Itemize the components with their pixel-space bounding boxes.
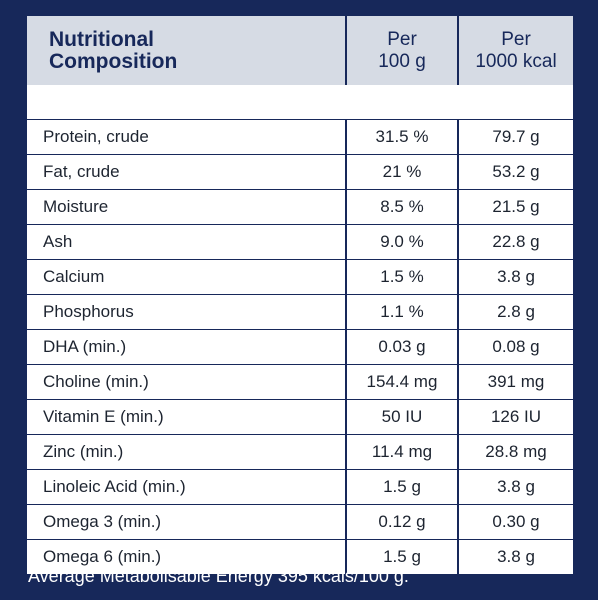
value-per-100g: 31.5 % bbox=[346, 119, 459, 155]
value-per-1000kcal: 79.7 g bbox=[458, 119, 573, 155]
value-per-1000kcal: 2.8 g bbox=[458, 294, 573, 330]
table-row: Phosphorus 1.1 % 2.8 g bbox=[27, 294, 573, 330]
value-per-100g: 11.4 mg bbox=[346, 434, 459, 470]
table-row: Vitamin E (min.) 50 IU 126 IU bbox=[27, 399, 573, 435]
table-row: Protein, crude 31.5 % 79.7 g bbox=[27, 119, 573, 155]
nutrient-name: Ash bbox=[27, 224, 347, 260]
value-per-100g: 1.5 g bbox=[346, 539, 459, 574]
value-per-1000kcal: 0.30 g bbox=[458, 504, 573, 540]
nutrient-name: Moisture bbox=[27, 189, 347, 225]
table-row: Moisture 8.5 % 21.5 g bbox=[27, 189, 573, 225]
nutrient-name: Omega 6 (min.) bbox=[27, 539, 347, 574]
value-per-1000kcal: 21.5 g bbox=[458, 189, 573, 225]
value-per-1000kcal: 126 IU bbox=[458, 399, 573, 435]
value-per-1000kcal: 391 mg bbox=[458, 364, 573, 400]
table-row: Zinc (min.) 11.4 mg 28.8 mg bbox=[27, 434, 573, 470]
nutrient-name: Linoleic Acid (min.) bbox=[27, 469, 347, 505]
header-col2-line1: Per bbox=[387, 28, 417, 50]
table-row: Fat, crude 21 % 53.2 g bbox=[27, 154, 573, 190]
table-row: DHA (min.) 0.03 g 0.08 g bbox=[27, 329, 573, 365]
table-row: Ash 9.0 % 22.8 g bbox=[27, 224, 573, 260]
value-per-1000kcal: 22.8 g bbox=[458, 224, 573, 260]
value-per-100g: 1.5 g bbox=[346, 469, 459, 505]
nutrient-name: Choline (min.) bbox=[27, 364, 347, 400]
header-col2-line2: 100 g bbox=[378, 50, 426, 72]
value-per-1000kcal: 3.8 g bbox=[458, 539, 573, 574]
nutrient-name: Fat, crude bbox=[27, 154, 347, 190]
table-row: Omega 3 (min.) 0.12 g 0.30 g bbox=[27, 504, 573, 540]
header-col3-line2: 1000 kcal bbox=[475, 50, 557, 72]
value-per-1000kcal: 3.8 g bbox=[458, 259, 573, 295]
nutrient-name: Zinc (min.) bbox=[27, 434, 347, 470]
nutrient-name: Protein, crude bbox=[27, 119, 347, 155]
value-per-100g: 21 % bbox=[346, 154, 459, 190]
value-per-100g: 0.03 g bbox=[346, 329, 459, 365]
energy-footnote: Average Metabolisable Energy 395 kcals/1… bbox=[28, 566, 409, 586]
table-row: Linoleic Acid (min.) 1.5 g 3.8 g bbox=[27, 469, 573, 505]
value-per-100g: 1.5 % bbox=[346, 259, 459, 295]
value-per-1000kcal: 28.8 mg bbox=[458, 434, 573, 470]
table-row: Calcium 1.5 % 3.8 g bbox=[27, 259, 573, 295]
value-per-1000kcal: 3.8 g bbox=[458, 469, 573, 505]
nutrient-name: DHA (min.) bbox=[27, 329, 347, 365]
nutrition-table: Nutritional Composition Per 100 g Per 10… bbox=[27, 16, 573, 574]
header-nutritional-composition: Nutritional Composition bbox=[27, 16, 347, 85]
header-name-line2: Composition bbox=[49, 49, 178, 73]
value-per-1000kcal: 0.08 g bbox=[458, 329, 573, 365]
value-per-100g: 154.4 mg bbox=[346, 364, 459, 400]
header-divider bbox=[27, 85, 573, 120]
value-per-100g: 50 IU bbox=[346, 399, 459, 435]
table-row: Choline (min.) 154.4 mg 391 mg bbox=[27, 364, 573, 400]
header-per-100g: Per 100 g bbox=[346, 16, 459, 85]
value-per-100g: 8.5 % bbox=[346, 189, 459, 225]
nutrient-name: Vitamin E (min.) bbox=[27, 399, 347, 435]
table-header-row: Nutritional Composition Per 100 g Per 10… bbox=[27, 16, 573, 85]
nutrient-name: Calcium bbox=[27, 259, 347, 295]
header-col3-line1: Per bbox=[501, 28, 531, 50]
table-row: Omega 6 (min.) 1.5 g 3.8 g bbox=[27, 539, 573, 574]
header-per-1000kcal: Per 1000 kcal bbox=[458, 16, 573, 85]
value-per-100g: 9.0 % bbox=[346, 224, 459, 260]
nutrient-name: Phosphorus bbox=[27, 294, 347, 330]
value-per-100g: 1.1 % bbox=[346, 294, 459, 330]
value-per-1000kcal: 53.2 g bbox=[458, 154, 573, 190]
nutrient-name: Omega 3 (min.) bbox=[27, 504, 347, 540]
value-per-100g: 0.12 g bbox=[346, 504, 459, 540]
header-name-line1: Nutritional bbox=[49, 27, 154, 51]
